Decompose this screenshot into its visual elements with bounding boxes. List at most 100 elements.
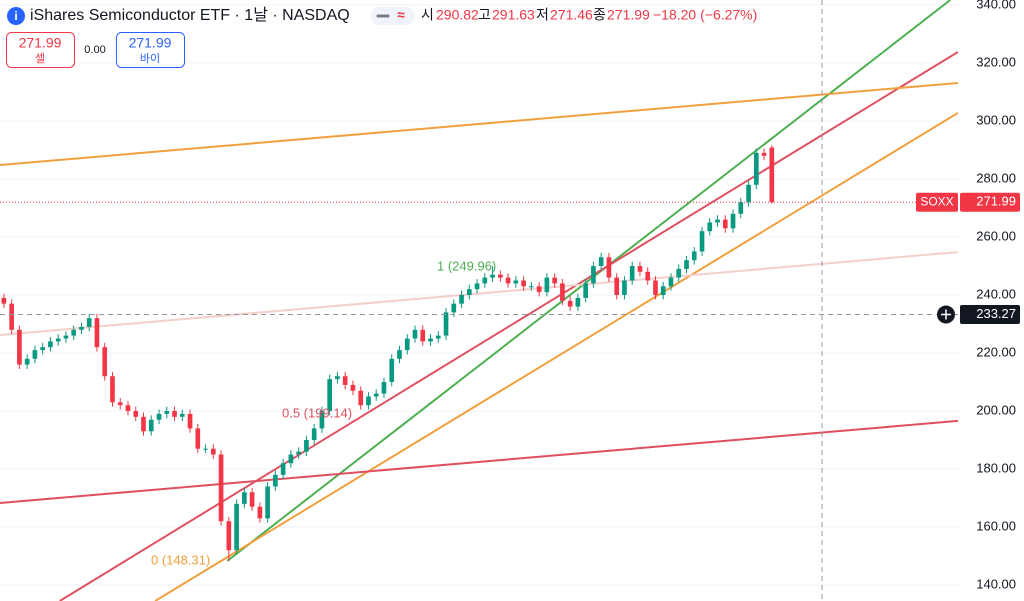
candle-body xyxy=(474,283,480,290)
candle-body xyxy=(141,416,146,432)
candle-body xyxy=(86,318,92,327)
header: i iShares Semiconductor ETF · 1날 · NASDA… xyxy=(6,6,757,68)
y-tick-label: 340.00 xyxy=(976,0,1016,11)
candle-body xyxy=(443,312,449,336)
candle-body xyxy=(265,486,270,519)
candle-body xyxy=(622,280,627,295)
candle-body xyxy=(738,202,744,214)
candle-body xyxy=(536,286,542,293)
candle-body xyxy=(591,265,596,284)
candle-body xyxy=(366,396,371,406)
candle-body xyxy=(769,147,775,203)
candle-body xyxy=(63,335,69,339)
candle-body xyxy=(203,448,208,450)
candle-body xyxy=(273,474,278,487)
candle-body xyxy=(389,358,395,383)
trend-line xyxy=(0,81,958,167)
sell-button[interactable] xyxy=(6,32,75,68)
fib-label: 0.5 (199.14) xyxy=(282,405,352,420)
candle-body xyxy=(40,347,45,351)
info-icon[interactable] xyxy=(7,7,25,25)
candle-body xyxy=(466,289,472,295)
candle-body xyxy=(614,277,620,295)
y-tick-label: 300.00 xyxy=(976,112,1016,127)
symbol-tag xyxy=(916,192,958,212)
candle-body xyxy=(249,492,255,507)
candle-body xyxy=(288,454,294,464)
candle-body xyxy=(412,329,418,339)
candle-body xyxy=(9,303,14,330)
candle-body xyxy=(110,376,115,403)
spread: 0.00 xyxy=(84,44,105,56)
candle-body xyxy=(404,338,410,351)
candle-body xyxy=(505,277,511,284)
candle-body xyxy=(660,286,666,295)
candle-body xyxy=(164,411,170,414)
candle-body xyxy=(459,294,464,304)
y-tick-label: 180.00 xyxy=(976,460,1016,475)
crosshair-price-text: 233.27 xyxy=(976,306,1016,321)
candle-body xyxy=(544,277,550,293)
candle-body xyxy=(722,219,728,229)
candle-body xyxy=(32,350,38,359)
sell-price: 271.99 xyxy=(19,35,62,51)
candle-body xyxy=(187,413,193,429)
candle-body xyxy=(17,329,22,365)
candle-body xyxy=(482,277,488,284)
candle-body xyxy=(381,382,387,394)
candle-body xyxy=(280,463,286,475)
fib-label: 0 (148.31) xyxy=(151,552,210,567)
candle-body xyxy=(342,376,348,385)
candle-body xyxy=(629,265,635,281)
candle-body xyxy=(156,413,162,420)
candle-body xyxy=(730,213,736,229)
candle-body xyxy=(148,419,154,432)
fib-label: 1 (249.96) xyxy=(437,258,496,273)
candle-body xyxy=(94,318,100,348)
y-tick-label: 240.00 xyxy=(976,286,1016,301)
candle-body xyxy=(529,286,534,288)
candle-body xyxy=(653,280,658,295)
candle-body xyxy=(699,231,705,252)
high-value: 291.63 xyxy=(492,7,535,23)
candle-body xyxy=(498,274,503,278)
candle-body xyxy=(684,260,689,269)
sell-label: 셀 xyxy=(35,52,45,65)
candle-body xyxy=(746,184,751,203)
candle-body xyxy=(55,338,61,342)
open-label: 시 xyxy=(421,7,434,23)
buy-button[interactable] xyxy=(116,32,185,68)
candle-body xyxy=(1,297,7,304)
candle-body xyxy=(420,329,426,342)
y-tick-label: 220.00 xyxy=(976,344,1016,359)
candle-body xyxy=(676,268,682,278)
y-tick-label: 260.00 xyxy=(976,228,1016,243)
chart-title: iShares Semiconductor ETF · 1날 · NASDAQ xyxy=(30,6,350,24)
y-tick-label: 140.00 xyxy=(976,576,1016,591)
candle-body xyxy=(428,338,433,342)
buy-label: 바이 xyxy=(140,52,160,65)
candle-body xyxy=(645,271,651,281)
y-tick-label: 320.00 xyxy=(976,54,1016,69)
candle-body xyxy=(668,277,674,287)
plot-area: 1 (249.96) 0.5 (199.14) 0 (148.31) xyxy=(0,0,958,601)
candle-body xyxy=(226,521,232,551)
candle-body xyxy=(715,219,720,223)
candle-body xyxy=(606,257,612,278)
indicator-toggle[interactable] xyxy=(371,7,415,25)
close-value: 271.99 xyxy=(607,7,650,23)
trend-line xyxy=(0,419,958,504)
candle-body xyxy=(598,257,604,266)
crosshair-price-tag xyxy=(960,305,1020,325)
candle-body xyxy=(567,300,573,307)
candle-body xyxy=(560,283,565,301)
candle-body xyxy=(637,265,643,272)
candle-body xyxy=(48,341,53,348)
candle-body xyxy=(435,335,441,339)
candle-body xyxy=(24,358,30,365)
candle-body xyxy=(521,280,526,287)
info-icon-glyph: i xyxy=(14,9,17,23)
candle-body xyxy=(117,402,123,406)
